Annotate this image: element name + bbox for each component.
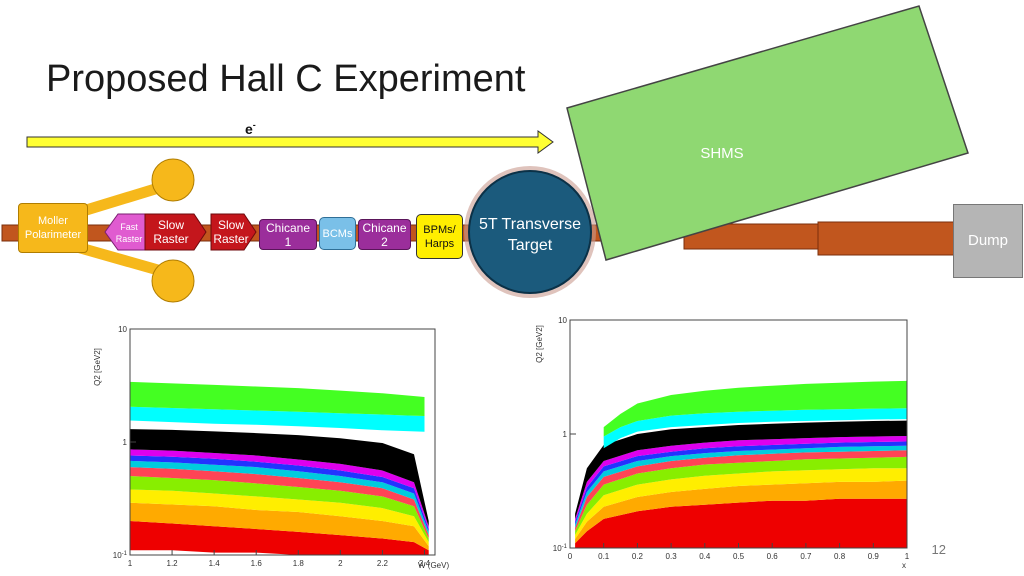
shms-spectrometer: [566, 5, 969, 261]
y-tick-label: 10-1: [553, 544, 568, 553]
chart-bands: [130, 381, 429, 555]
shms-label: SHMS: [700, 145, 743, 162]
kinematic-band-6: [130, 455, 429, 532]
kinematic-band-10: [130, 381, 425, 416]
x-tick-label: 2: [338, 559, 343, 568]
q2-vs-x-plot: 0 0.1 0.2 0.3 0.4 0.5 0.6 0.7 0.8 0.9 1 10 1 10-1 x Q…: [535, 316, 910, 570]
bpms-harps: BPMs/ Harps: [416, 214, 463, 259]
chart-bands: [575, 380, 907, 548]
slide-number: 12: [931, 542, 946, 557]
x-tick-label: 0.8: [834, 552, 846, 561]
kinematic-band-3: [130, 476, 429, 543]
y-axis-label: Q2 [GeV2]: [535, 325, 544, 363]
kinematic-band-10: [603, 380, 907, 437]
slow-raster-2-label: Slow Raster: [213, 218, 249, 246]
kinematic-band-0: [130, 521, 429, 555]
moller-detector-upper: [151, 158, 195, 202]
kinematic-band-5: [130, 460, 429, 536]
fast-raster-label: Fast Raster: [115, 222, 143, 244]
chicane-1: Chicane 1: [259, 219, 317, 250]
kinematic-band-7: [130, 449, 429, 529]
beam-dump: Dump: [953, 204, 1023, 278]
moller-polarimeter: Moller Polarimeter: [18, 203, 88, 253]
x-axis-label: x: [902, 561, 906, 570]
slow-raster-2-shape: [210, 213, 257, 251]
moller-detector-lower: [151, 259, 195, 303]
x-tick-label: 0.7: [800, 552, 812, 561]
beamline-diagram: e- SHMS: [1, 5, 969, 303]
beamline-pipe-dump: [817, 221, 955, 256]
kinematic-band-9: [130, 406, 425, 432]
x-tick-label: 0.1: [598, 552, 610, 561]
beam-arrow: [26, 130, 554, 154]
kinematic-band-8: [130, 429, 429, 527]
chicane-2: Chicane 2: [358, 219, 411, 250]
kinematic-band-8: [575, 420, 907, 519]
x-tick-label: 0.3: [666, 552, 678, 561]
kinematic-band-4: [130, 467, 429, 539]
kinematic-band-0: [575, 498, 907, 548]
kinematic-band-3: [575, 456, 907, 535]
y-tick-label: 1: [563, 430, 568, 439]
x-tick-label: 0.9: [868, 552, 880, 561]
kinematic-band-1: [130, 502, 429, 551]
y-tick-label: 10: [558, 316, 567, 325]
x-tick-label: 0.2: [632, 552, 644, 561]
x-tick-label: 0.4: [699, 552, 711, 561]
kinematic-band-1: [575, 480, 907, 544]
y-tick-label: 10-1: [113, 551, 128, 560]
x-tick-label: 0: [568, 552, 573, 561]
page-title: Proposed Hall C Experiment: [46, 58, 526, 100]
kinematic-band-2: [575, 468, 907, 539]
x-tick-label: 1.2: [167, 559, 179, 568]
slow-raster-1-shape: [144, 213, 207, 251]
y-axis-label: Q2 [GeV2]: [93, 348, 102, 386]
kinematic-band-2: [130, 489, 429, 547]
target-label: 5T Transverse Target: [479, 216, 581, 254]
x-tick-label: 2.2: [377, 559, 389, 568]
bcms: BCMs: [319, 217, 356, 250]
y-tick-label: 1: [123, 438, 128, 447]
x-tick-label: 1.4: [209, 559, 221, 568]
kinematic-band-9: [603, 408, 907, 449]
x-tick-label: 0.5: [733, 552, 745, 561]
beam-label: e-: [245, 120, 256, 137]
x-tick-label: 0.6: [767, 552, 779, 561]
x-tick-label: 1: [128, 559, 133, 568]
x-tick-label: 2.4: [419, 559, 431, 568]
y-tick-label: 10: [118, 325, 127, 334]
x-axis-label: W (GeV): [418, 561, 449, 570]
x-tick-label: 1: [905, 552, 910, 561]
target-body: [468, 170, 592, 294]
x-tick-label: 1.6: [251, 559, 263, 568]
slow-raster-1-label: Slow Raster: [153, 218, 189, 246]
x-tick-label: 1.8: [293, 559, 305, 568]
